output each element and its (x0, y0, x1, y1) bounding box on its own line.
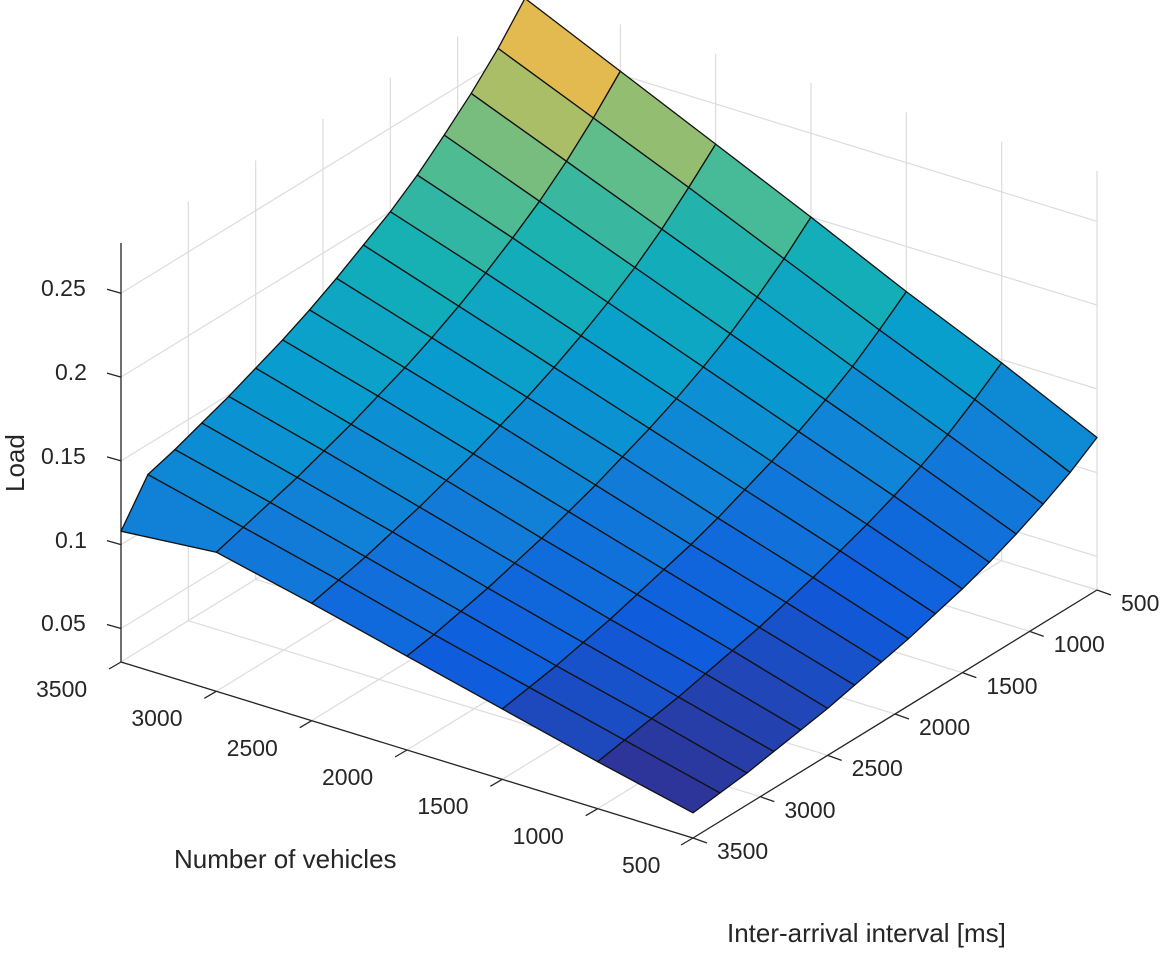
y-tick-label: 3500 (717, 838, 769, 864)
x-tick-label: 2500 (226, 734, 278, 761)
axes-lines (106, 243, 1112, 846)
z-tick-label: 0.05 (41, 610, 86, 637)
z-tick-label: 0.15 (41, 442, 86, 469)
x-tick-label: 1500 (417, 793, 469, 820)
y-axis-label: Inter-arrival interval [ms] (727, 918, 1006, 948)
surface-patch (597, 739, 721, 814)
y-tick-label: 500 (1121, 590, 1160, 616)
z-axis-label: Load (0, 434, 30, 492)
y-tick-label: 1000 (1053, 631, 1105, 658)
surface-mesh (120, 0, 1098, 814)
z-tick-label: 0.2 (55, 359, 87, 386)
y-tick-label: 3000 (784, 796, 836, 823)
z-tick-label: 0.1 (55, 526, 87, 553)
x-tick-label: 500 (622, 852, 661, 878)
x-tick-label: 3000 (131, 705, 183, 732)
x-tick-label: 3500 (36, 676, 88, 702)
x-axis-label: Number of vehicles (174, 844, 397, 874)
z-tick-label: 0.25 (41, 275, 86, 302)
y-tick-label: 1500 (986, 672, 1038, 699)
y-tick-label: 2500 (851, 755, 903, 782)
x-tick-label: 2000 (322, 764, 374, 790)
y-tick-label: 2000 (919, 714, 971, 740)
x-tick-label: 1000 (512, 822, 564, 849)
